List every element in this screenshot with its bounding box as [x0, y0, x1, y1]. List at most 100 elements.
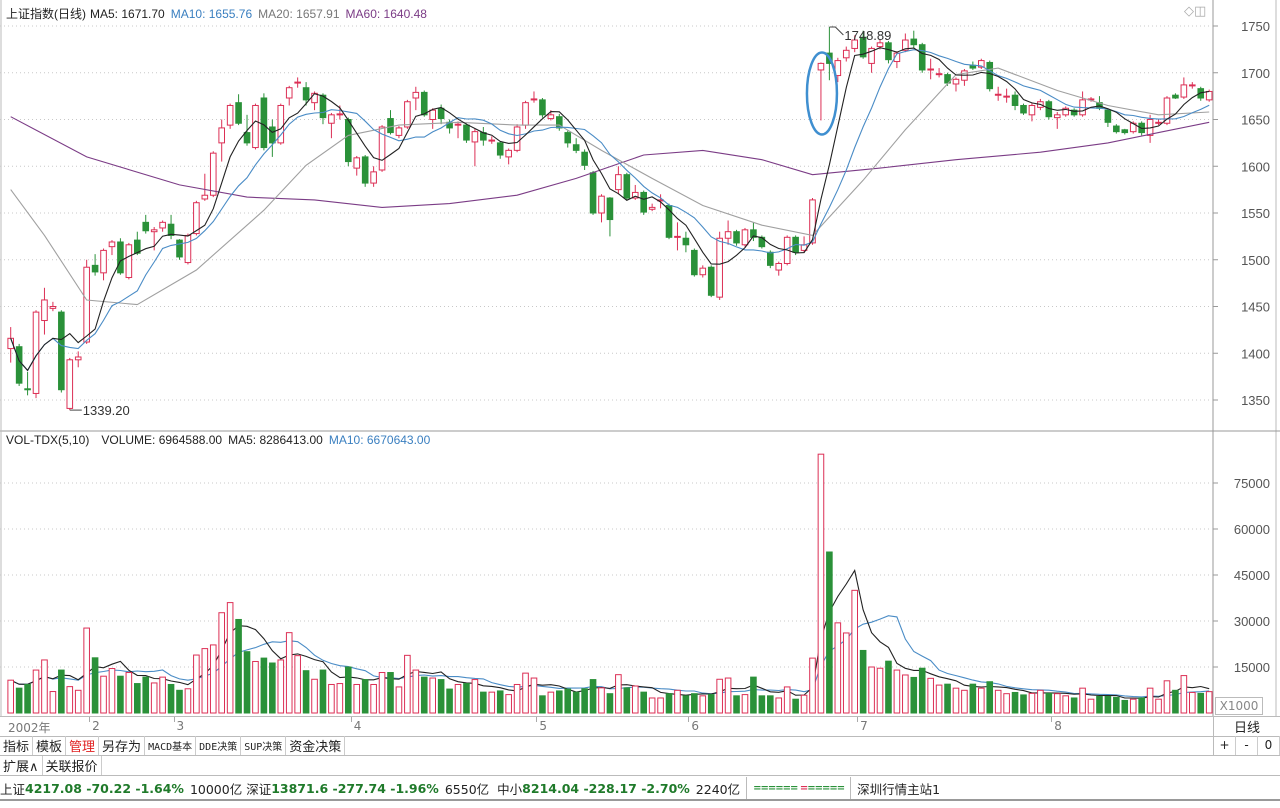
candle-down: [463, 124, 470, 141]
volume-bar-down: [986, 681, 994, 714]
toolbar-button[interactable]: DDE决策: [196, 736, 242, 755]
toolbar-button[interactable]: 模板: [33, 736, 67, 755]
toolbar-button[interactable]: MACD基本: [145, 736, 197, 755]
candle-up: [1163, 97, 1171, 124]
volume-bar-down: [1138, 697, 1145, 714]
server-name[interactable]: 深圳行情主站1: [857, 781, 941, 797]
volume-bar-up: [294, 655, 301, 714]
volume-bar-up: [32, 669, 40, 714]
kline-chart[interactable]: 1350 1400 1450 1500 1550 1600 1650 1700 1750 1500…: [0, 0, 1280, 716]
volume-tick-label: 15000: [1234, 660, 1270, 675]
highlight-ellipse: [805, 51, 839, 136]
candle-up: [893, 52, 901, 63]
volume-bar-up: [657, 697, 664, 714]
toolbar-button[interactable]: 指标: [0, 736, 34, 755]
volume-bar-down: [1113, 696, 1120, 714]
volume-bar-up: [876, 667, 884, 714]
candle-down: [885, 42, 892, 61]
volume-bar-up: [1079, 687, 1086, 714]
volume-bar-down: [58, 669, 65, 714]
volume-bar-up: [1037, 689, 1044, 714]
zoom-in-button[interactable]: +: [1214, 736, 1236, 755]
high-marker: [829, 26, 844, 36]
volume-bar-up: [252, 660, 259, 714]
volume-bar-up: [775, 697, 783, 714]
volume-bar-up: [547, 691, 555, 714]
volume-bar-up: [902, 674, 909, 714]
volume-bars[interactable]: [7, 453, 1213, 714]
ma20-line: [10, 67, 1210, 306]
price-tick-label: 1500: [1241, 253, 1270, 268]
candle-up: [184, 234, 192, 264]
toolbar-button[interactable]: 管理: [66, 736, 100, 755]
volume-bar-down: [733, 695, 740, 714]
candle-up: [775, 262, 783, 271]
candle-up: [336, 113, 344, 116]
candle-up: [429, 109, 436, 121]
volume-bar-up: [395, 686, 403, 714]
volume-bar-down: [572, 691, 580, 714]
volume-bar-up: [184, 688, 192, 714]
volume-bar-down: [758, 695, 766, 714]
candle-up: [100, 249, 107, 274]
candle-up: [716, 237, 723, 298]
volume-bar-down: [1070, 697, 1078, 714]
volume-bar-down: [589, 679, 597, 714]
zoom-out-button[interactable]: -: [1236, 736, 1258, 755]
window-icon[interactable]: ◫: [1194, 4, 1207, 19]
diamond-icon[interactable]: ◇: [1184, 4, 1194, 19]
toolbar2-button[interactable]: 关联报价: [43, 756, 102, 775]
candle-down: [260, 97, 268, 149]
grid-lines: [0, 25, 1213, 668]
candle-up: [66, 359, 74, 409]
toolbar-button[interactable]: SUP决策: [241, 736, 287, 755]
candle-down: [1070, 109, 1078, 116]
candle-up: [285, 87, 293, 99]
volume-bar-up: [285, 632, 293, 714]
candle-down: [767, 251, 774, 266]
toolbar-button[interactable]: 资金决策: [286, 736, 346, 755]
candle-up: [159, 221, 166, 229]
volume-bar-up: [598, 687, 605, 714]
volume-bar-up: [1180, 675, 1188, 714]
candle-up: [1062, 107, 1070, 116]
volume-bar-up: [961, 689, 968, 714]
candle-up: [809, 199, 816, 244]
candle-down: [24, 388, 31, 391]
candles[interactable]: [7, 27, 1213, 411]
candle-up: [615, 174, 622, 191]
toolbar-button[interactable]: 另存为: [99, 736, 146, 755]
candle-up: [74, 356, 82, 361]
volume-bar-up: [851, 589, 859, 714]
candle-down: [15, 346, 23, 384]
ma10-value: MA10: 1655.76: [170, 7, 253, 21]
period-label[interactable]: 日线: [1213, 717, 1280, 736]
volume-bar-up: [454, 683, 462, 714]
candle-down: [345, 119, 352, 163]
volume-bar-down: [167, 683, 175, 714]
toolbar2-button[interactable]: 扩展∧: [0, 756, 43, 775]
zoom-reset-button[interactable]: 0: [1258, 736, 1280, 755]
ma5-value: MA5: 1671.70: [90, 7, 165, 21]
volume-ma5-line: [10, 569, 1210, 699]
volume-bar-up: [353, 683, 361, 714]
candle-down: [243, 132, 251, 144]
volume-bar-up: [471, 679, 479, 714]
sh-amount: 10000亿: [189, 781, 243, 797]
volume-bar-up: [412, 669, 420, 714]
volume-bar-up: [513, 683, 521, 714]
candle-down: [556, 116, 563, 129]
volume-bar-up: [1003, 693, 1010, 714]
zoom-controls: + - 0: [1213, 736, 1280, 755]
candle-down: [437, 107, 445, 120]
candle-up: [404, 101, 411, 128]
candle-down: [682, 237, 690, 246]
candle-down: [1104, 109, 1112, 123]
volume-bar-down: [623, 687, 631, 714]
volume-bar-down: [1045, 692, 1053, 714]
volume-bar-up: [800, 694, 808, 714]
candle-up: [294, 81, 301, 84]
month-label: 7: [860, 719, 868, 733]
volume-bar-up: [49, 691, 57, 714]
volume-bar-up: [783, 686, 791, 714]
